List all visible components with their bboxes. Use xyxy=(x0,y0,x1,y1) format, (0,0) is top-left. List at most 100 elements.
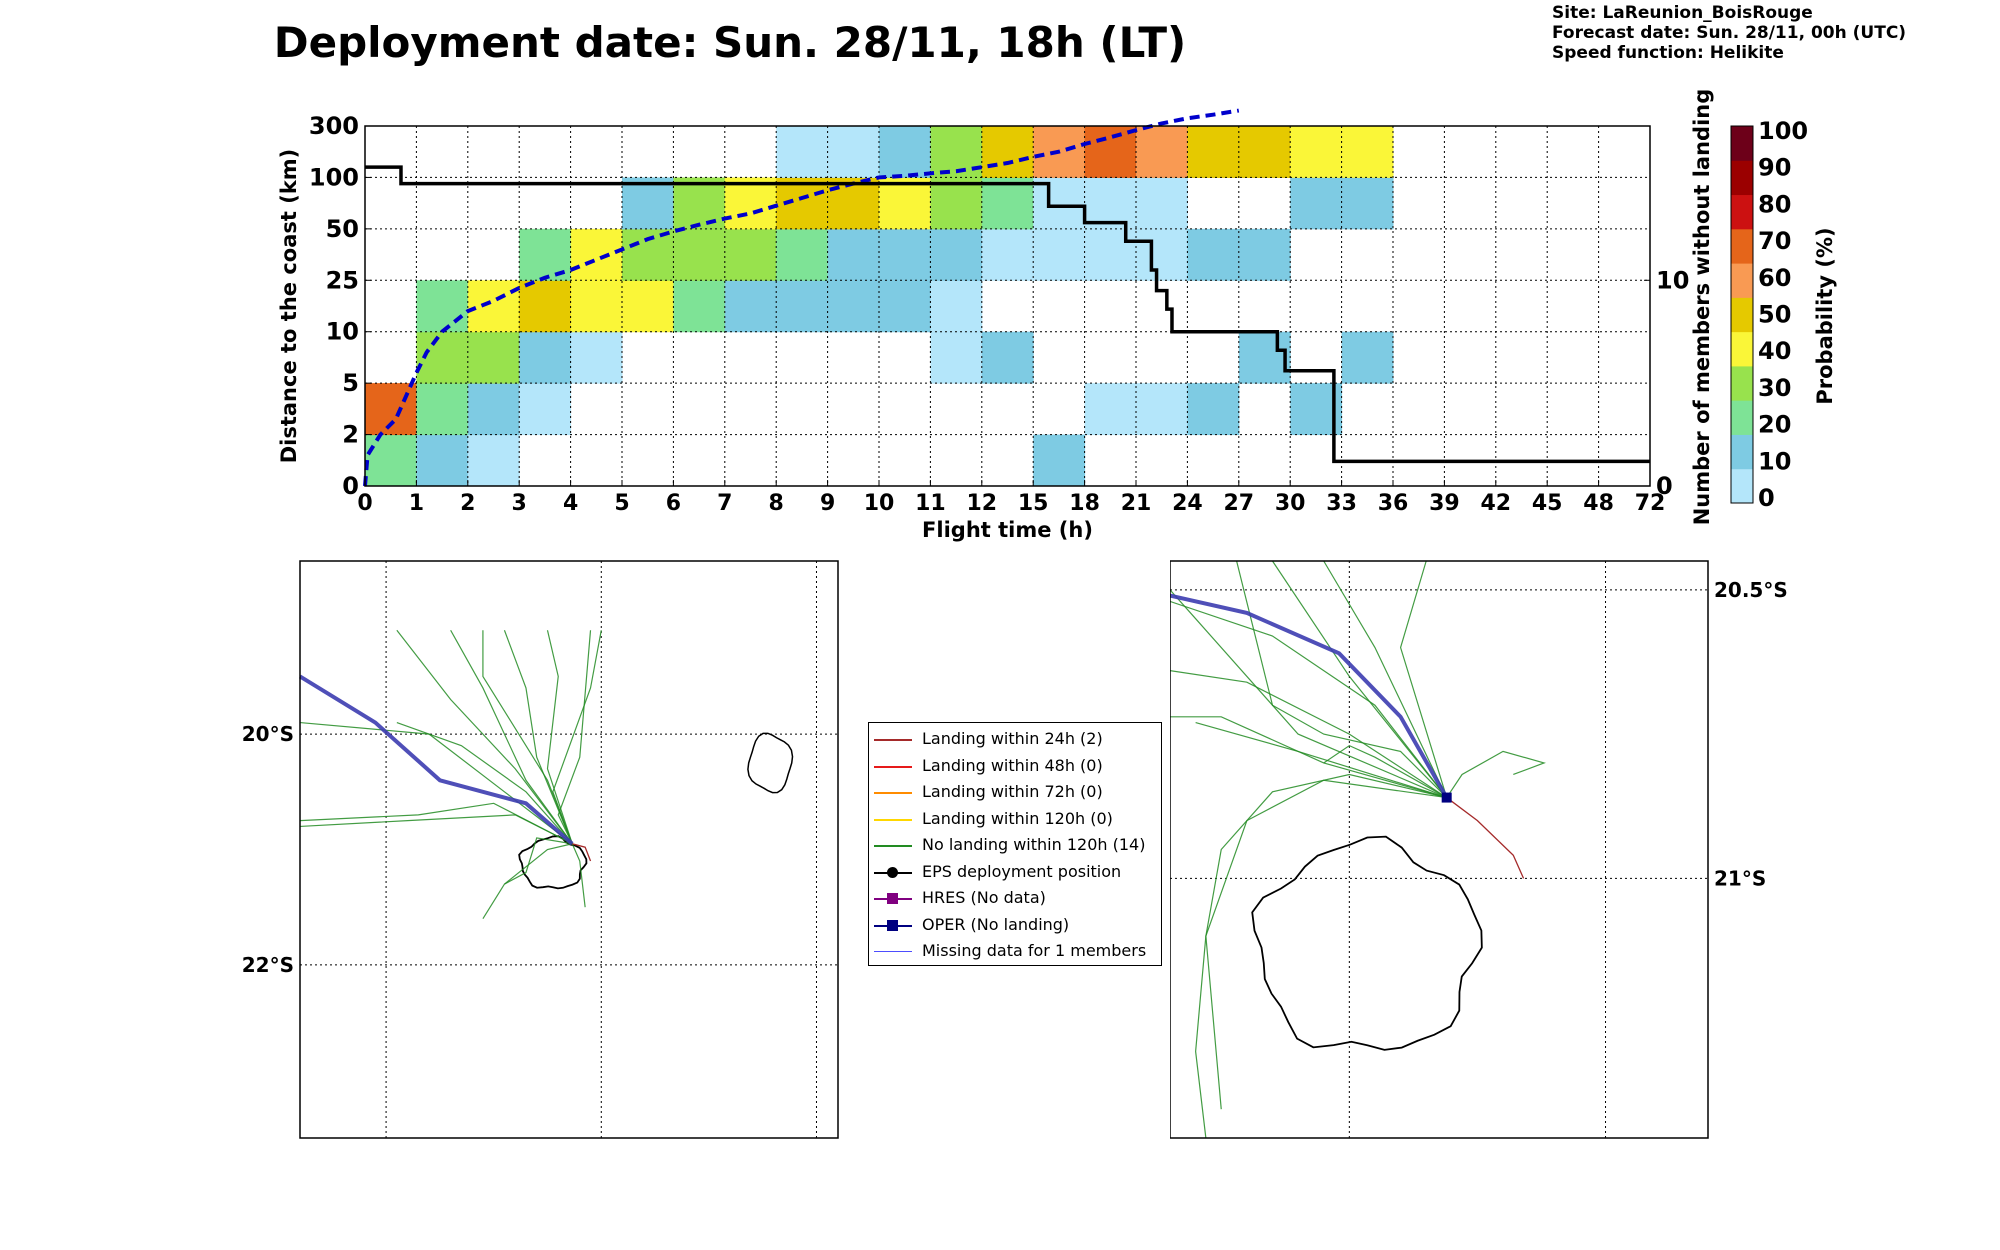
heatmap-cell xyxy=(879,228,931,281)
heatmap-cell xyxy=(1187,126,1240,178)
heatmap-cell xyxy=(570,331,623,384)
heatmap-cell xyxy=(1238,126,1291,178)
legend-label: Landing within 120h (0) xyxy=(922,808,1113,828)
heatmap-cell xyxy=(622,228,674,281)
heatmap-cell xyxy=(724,177,777,230)
legend-label: Landing within 24h (2) xyxy=(922,729,1103,748)
mauritius-coastline xyxy=(747,732,794,794)
x-tick-label: 42 xyxy=(1480,491,1511,516)
legend-swatch xyxy=(874,951,912,952)
x-tick-label: 21 xyxy=(1121,491,1152,516)
map-lon-label: 54°E xyxy=(360,1144,412,1145)
legend-label: Landing within 48h (0) xyxy=(922,755,1103,775)
ensemble-trajectory xyxy=(299,721,573,845)
colorbar-segment xyxy=(1731,331,1753,367)
legend-item: HRES (No data) xyxy=(869,886,1161,913)
colorbar-tick-label: 40 xyxy=(1758,337,1791,365)
heatmap-cell xyxy=(776,280,829,333)
oper-trajectory xyxy=(298,674,574,846)
x-tick-label: 4 xyxy=(563,491,578,516)
ensemble-trajectory xyxy=(503,630,573,844)
colorbar-segment xyxy=(1731,400,1753,435)
map-overview: 54°E 56°E 58°E 20°S 22°S xyxy=(242,560,842,1145)
legend-swatch xyxy=(874,739,912,741)
legend-item: EPS deployment position xyxy=(869,860,1161,887)
ensemble-trajectory xyxy=(571,843,586,908)
forecast-date: Forecast date: Sun. 28/11, 00h (UTC) xyxy=(1552,23,1907,43)
colorbar-tick-label: 90 xyxy=(1758,154,1791,182)
colorbar-tick-label: 20 xyxy=(1758,411,1791,439)
colorbar-segment xyxy=(1731,297,1753,333)
colorbar-tick-label: 80 xyxy=(1758,190,1791,218)
heatmap-cell xyxy=(673,177,726,230)
heatmap-cell xyxy=(1187,228,1240,281)
heatmap-cell xyxy=(1136,228,1188,281)
x-tick-label: 11 xyxy=(915,491,946,516)
heatmap-cell xyxy=(724,228,777,281)
y-tick-label: 5 xyxy=(342,369,359,397)
heatmap-cell xyxy=(879,280,931,333)
heatmap-cell xyxy=(365,383,417,436)
legend-swatch xyxy=(874,845,912,847)
x-tick-label: 9 xyxy=(820,491,835,516)
ensemble-trajectory xyxy=(482,630,573,844)
ensemble-trajectory xyxy=(1170,716,1447,799)
heatmap-cell xyxy=(930,280,983,333)
ensemble-trajectory xyxy=(1446,750,1546,798)
x-tick-label: 1 xyxy=(409,491,424,516)
heatmap-cell xyxy=(416,434,469,487)
heatmap-cell xyxy=(467,331,520,384)
x-tick-label: 39 xyxy=(1429,491,1460,516)
landing-trajectory xyxy=(1446,797,1525,879)
map-frame xyxy=(299,560,839,1139)
heatmap-cell xyxy=(673,280,726,333)
heatmap-cell xyxy=(1084,177,1137,230)
x-tick-label: 2 xyxy=(460,491,475,516)
ensemble-trajectory xyxy=(396,629,573,845)
y-tick-label: 10 xyxy=(326,318,359,346)
legend-label: EPS deployment position xyxy=(922,861,1122,881)
legend-item: Landing within 120h (0) xyxy=(869,807,1161,834)
x-tick-label: 7 xyxy=(717,491,732,516)
heatmap-cell xyxy=(1084,126,1137,178)
heatmap-cell xyxy=(416,280,469,333)
y-tick-label: 50 xyxy=(326,215,359,243)
x-tick-label: 27 xyxy=(1223,491,1254,516)
heatmap-cell xyxy=(416,383,469,436)
ensemble-trajectory xyxy=(1195,779,1447,1139)
x-tick-label: 18 xyxy=(1069,491,1100,516)
map-zoomed: 55.5°E 56°E 20.5°S 21°S xyxy=(1170,560,1788,1145)
heatmap-cell xyxy=(1341,177,1394,230)
y-tick-label: 25 xyxy=(326,266,359,294)
landing-trajectory xyxy=(572,843,592,862)
legend-label: No landing within 120h (14) xyxy=(922,835,1146,854)
heatmap-cell xyxy=(1084,383,1137,436)
trajectory-legend: Landing within 24h (2) Landing within 48h… xyxy=(868,722,1162,966)
x-tick-label: 0 xyxy=(357,491,372,516)
x-tick-label: 12 xyxy=(966,491,997,516)
deployment-marker xyxy=(1441,792,1452,803)
speed-function: Speed function: Helikite xyxy=(1552,43,1784,63)
x-tick-label: 6 xyxy=(666,491,681,516)
legend-label: OPER (No landing) xyxy=(922,914,1070,934)
heatmap-cell xyxy=(1238,331,1291,384)
x-tick-label: 48 xyxy=(1583,491,1614,516)
ensemble-trajectory xyxy=(546,630,573,844)
heatmap-cell xyxy=(467,434,520,487)
heatmap-cell xyxy=(930,331,983,384)
legend-swatch xyxy=(874,765,912,768)
heatmap-cell xyxy=(673,228,726,281)
colorbar-segment xyxy=(1731,468,1753,504)
heatmap-cell xyxy=(467,383,520,436)
legend-marker xyxy=(887,866,898,878)
heatmap-cell xyxy=(519,331,572,384)
ensemble-trajectory xyxy=(396,721,573,845)
ensemble-trajectory xyxy=(299,814,573,845)
legend-marker xyxy=(887,919,898,931)
map-lon-label: 56°E xyxy=(1580,1144,1632,1145)
ensemble-trajectory xyxy=(1170,589,1447,799)
colorbar-segment xyxy=(1731,365,1753,401)
ensemble-trajectory xyxy=(1195,721,1447,799)
colorbar-tick-label: 10 xyxy=(1758,447,1791,475)
heatmap-cell xyxy=(1033,434,1086,487)
